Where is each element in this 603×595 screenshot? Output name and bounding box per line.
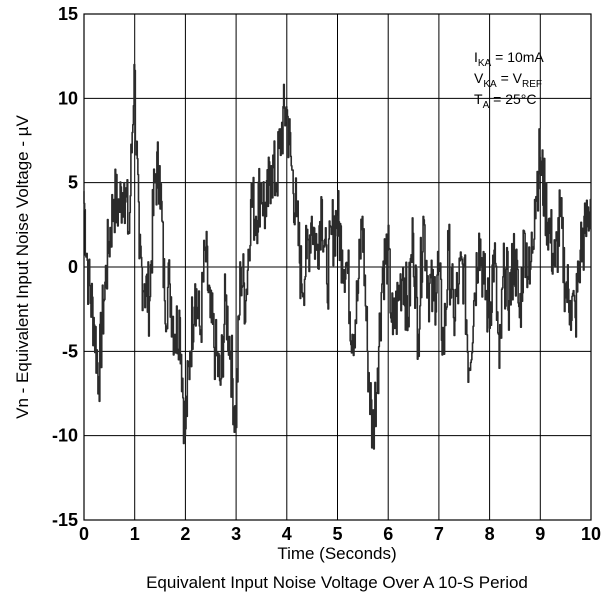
trace-layer [83, 63, 592, 450]
condition-line: VKA = VREF [474, 70, 542, 90]
y-tick-label: 5 [68, 173, 78, 193]
x-tick-label: 10 [581, 524, 601, 544]
x-tick-label: 8 [485, 524, 495, 544]
y-tick-label: 0 [68, 257, 78, 277]
chart-caption: Equivalent Input Noise Voltage Over A 10… [146, 573, 528, 592]
x-tick-label: 6 [383, 524, 393, 544]
x-tick-label: 4 [282, 524, 292, 544]
y-axis-label: Vn - Equivalent Input Noise Voltage - µV [13, 114, 32, 418]
noise-trace [83, 63, 592, 450]
x-tick-labels: 0 1 2 3 4 5 6 7 8 9 10 [79, 524, 601, 544]
x-tick-label: 7 [434, 524, 444, 544]
x-axis-label: Time (Seconds) [277, 544, 396, 563]
x-tick-label: 1 [130, 524, 140, 544]
y-tick-labels: -15 -10 -5 0 5 10 15 [52, 4, 78, 530]
y-tick-label: -15 [52, 510, 78, 530]
condition-line: IKA = 10mA [474, 49, 544, 69]
x-tick-label: 0 [79, 524, 89, 544]
x-tick-label: 5 [332, 524, 342, 544]
x-tick-label: 9 [535, 524, 545, 544]
y-tick-label: -10 [52, 426, 78, 446]
y-tick-label: 10 [58, 88, 78, 108]
y-tick-label: -5 [62, 341, 78, 361]
plot-frame [83, 13, 592, 521]
condition-line: TA = 25°C [474, 91, 536, 111]
y-tick-label: 15 [58, 4, 78, 24]
x-tick-label: 2 [180, 524, 190, 544]
x-tick-label: 3 [231, 524, 241, 544]
